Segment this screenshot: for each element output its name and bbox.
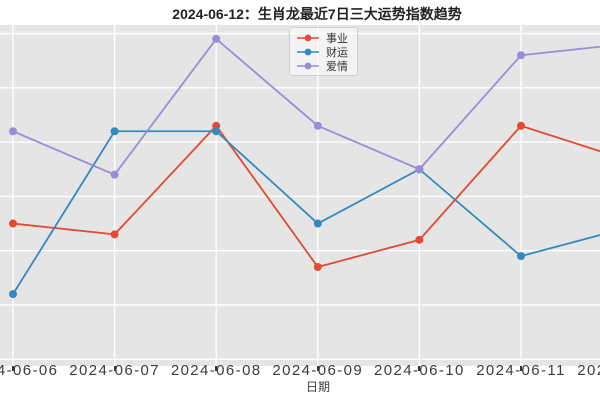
love-point [212, 34, 221, 43]
line-wealth [12, 130, 600, 295]
x-tick [215, 366, 218, 371]
legend-item-wealth: 财运 [296, 45, 348, 59]
legend-label: 爱情 [326, 60, 348, 73]
chart-title: 2024-06-12：生肖龙最近7日三大运势指数趋势 [172, 6, 462, 22]
wealth-point [517, 252, 525, 261]
x-tick-label: 2024-06-09 [272, 362, 364, 379]
x-tick [113, 366, 116, 371]
wealth-point [110, 127, 119, 136]
legend: 事业 财运 爱情 [289, 27, 358, 76]
wealth-point [9, 290, 17, 299]
x-tick [12, 366, 14, 371]
x-tick [520, 366, 522, 371]
chart-canvas [0, 25, 600, 366]
career-point [415, 235, 424, 244]
legend-line-icon [297, 62, 319, 69]
wealth-point [313, 219, 322, 228]
legend-item-career: 事业 [296, 31, 348, 45]
love-point [313, 121, 322, 130]
legend-line-icon [297, 34, 319, 41]
legend-label: 事业 [326, 32, 348, 45]
x-tick-label: 2024-06-07 [69, 362, 160, 379]
x-tick-label: 2024-06-08 [170, 362, 262, 379]
x-tick [418, 366, 421, 371]
legend-line-icon [297, 48, 319, 55]
career-point [313, 262, 322, 271]
career-point [9, 219, 17, 228]
legend-item-love: 爱情 [296, 59, 348, 73]
legend-label: 财运 [326, 46, 348, 59]
x-tick-label: 2024-06-10 [374, 362, 465, 379]
wealth-point [212, 127, 221, 136]
x-tick-label: 2024-06-12 [577, 362, 600, 379]
love-point [9, 127, 17, 136]
x-tick [316, 366, 319, 371]
x-tick-label: 2024-06-06 [0, 362, 59, 379]
career-point [517, 121, 525, 130]
love-point [110, 170, 119, 179]
x-tick-label: 2024-06-11 [476, 362, 566, 379]
career-point [110, 230, 119, 239]
plot-area [0, 25, 600, 366]
love-point [517, 51, 525, 60]
love-point [415, 165, 424, 174]
x-axis-title: 日期 [305, 380, 331, 394]
